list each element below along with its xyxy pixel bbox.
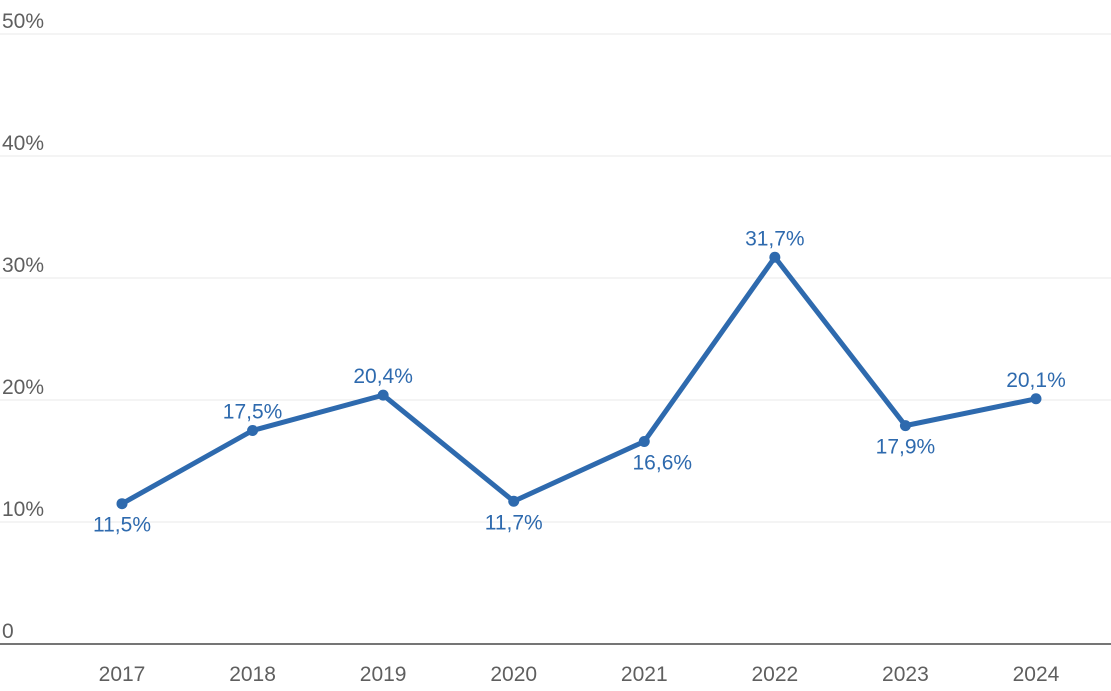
data-point <box>247 425 259 436</box>
y-axis-tick-label: 10% <box>2 498 44 521</box>
y-axis-tick-label: 20% <box>2 376 44 399</box>
data-point-label: 11,7% <box>485 511 543 534</box>
x-axis-tick-label: 2017 <box>99 663 146 686</box>
data-point <box>377 389 389 401</box>
data-point-label: 20,4% <box>353 365 413 388</box>
x-axis-tick-label: 2019 <box>360 663 407 686</box>
y-axis-tick-label: 50% <box>2 10 44 33</box>
data-point <box>1030 393 1042 405</box>
data-point <box>769 251 781 263</box>
data-point-label: 17,9% <box>876 436 936 459</box>
data-point <box>508 495 520 507</box>
data-point-label: 17,5% <box>223 401 283 424</box>
x-axis-tick-label: 2018 <box>229 663 276 686</box>
data-point-label: 11,5% <box>93 514 151 537</box>
x-axis-tick-label: 2022 <box>751 663 798 686</box>
y-axis-tick-label: 30% <box>2 254 44 277</box>
data-point-label: 20,1% <box>1006 369 1066 392</box>
data-point <box>899 420 911 432</box>
x-axis-tick-label: 2024 <box>1013 663 1060 686</box>
data-point <box>116 498 128 510</box>
data-point-label: 31,7% <box>745 227 805 250</box>
y-axis-tick-label: 0 <box>2 620 14 643</box>
x-axis-tick-label: 2020 <box>490 663 537 686</box>
data-point <box>638 435 650 447</box>
x-axis-tick-label: 2021 <box>621 663 668 686</box>
x-axis-tick-label: 2023 <box>882 663 929 686</box>
data-line <box>119 254 1039 507</box>
data-point-label: 16,6% <box>633 451 693 474</box>
y-axis-tick-label: 40% <box>2 132 44 155</box>
